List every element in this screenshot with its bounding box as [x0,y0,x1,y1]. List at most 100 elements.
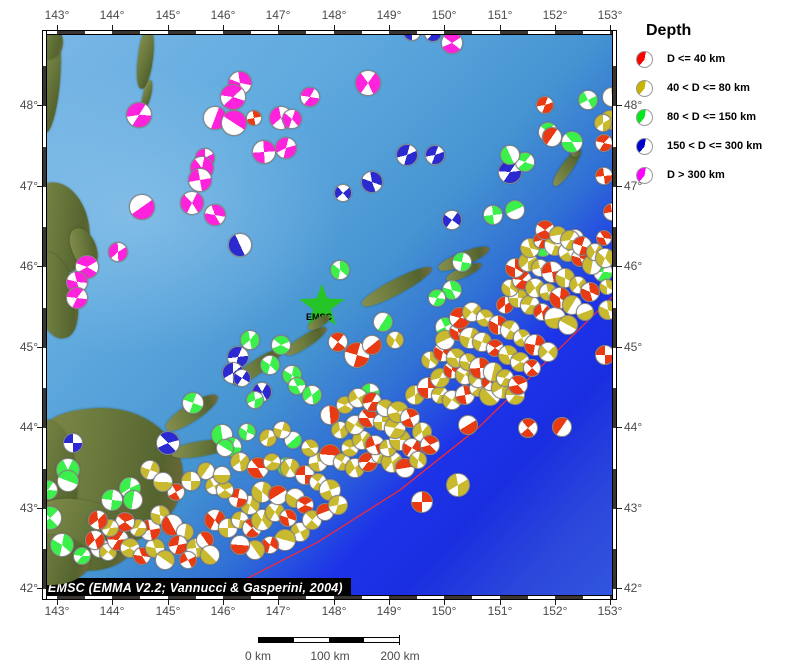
focal-mechanism-marker[interactable] [580,282,600,302]
focal-mechanism-marker[interactable] [411,491,433,513]
focal-mechanism-marker[interactable] [123,490,143,510]
focal-mechanism-marker[interactable] [156,431,180,455]
focal-mechanism-marker[interactable] [271,335,291,355]
focal-mechanism-marker[interactable] [73,547,91,565]
focal-mechanism-marker[interactable] [260,355,280,375]
focal-mechanism-marker[interactable] [216,439,234,457]
focal-mechanism-marker[interactable] [558,315,578,335]
focal-mechanism-marker[interactable] [508,375,528,395]
focal-mechanism-marker[interactable] [536,96,554,114]
focal-mechanism-marker[interactable] [129,194,155,220]
focal-mechanism-marker[interactable] [446,473,470,497]
lon-label-bottom: 144° [99,604,125,618]
frame-left [42,30,47,600]
focal-mechanism-marker[interactable] [213,466,231,484]
focal-mechanism-marker[interactable] [153,472,173,492]
focal-mechanism-marker[interactable] [355,70,381,96]
focal-mechanism-marker[interactable] [238,423,256,441]
focal-mechanism-marker[interactable] [220,84,246,110]
focal-mechanism-marker[interactable] [200,545,220,565]
focal-mechanism-marker[interactable] [167,483,185,501]
focal-mechanism-marker[interactable] [328,332,348,352]
focal-mechanism-marker[interactable] [428,289,446,307]
focal-mechanism-marker[interactable] [594,114,612,132]
legend-row-depth-80-150: 80 < D <= 150 km [636,108,790,126]
focal-mechanism-marker[interactable] [273,421,291,439]
focal-mechanism-marker[interactable] [230,535,250,555]
focal-mechanism-marker[interactable] [386,331,404,349]
focal-mechanism-marker[interactable] [263,453,281,471]
focal-mechanism-marker[interactable] [180,191,204,215]
focal-mechanism-marker[interactable] [596,230,612,246]
focal-mechanism-marker[interactable] [282,109,302,129]
focal-mechanism-marker[interactable] [233,369,251,387]
focal-mechanism-marker[interactable] [523,359,541,377]
focal-mechanism-marker[interactable] [228,233,252,257]
focal-mechanism-marker[interactable] [561,131,583,153]
focal-mechanism-marker[interactable] [505,200,525,220]
focal-mechanism-marker[interactable] [301,439,319,457]
focal-mechanism-marker[interactable] [259,429,277,447]
tick-left [37,266,42,267]
focal-mechanism-marker[interactable] [181,471,201,491]
attribution-banner: EMSC (EMMA V2.2; Vannucci & Gasperini, 2… [42,578,351,599]
focal-mechanism-marker[interactable] [108,242,128,262]
focal-mechanism-marker[interactable] [420,435,440,455]
focal-mechanism-marker[interactable] [518,418,538,438]
lon-label-top: 153° [597,8,623,22]
focal-mechanism-marker[interactable] [552,417,572,437]
focal-mechanism-marker[interactable] [302,385,322,405]
focal-mechanism-marker[interactable] [66,287,88,309]
focal-mechanism-marker[interactable] [57,470,79,492]
focal-mechanism-marker[interactable] [155,550,175,570]
focal-mechanism-marker[interactable] [240,330,260,350]
lat-label-right: 42° [624,581,643,595]
focal-mechanism-marker[interactable] [42,506,62,530]
focal-mechanism-marker[interactable] [320,405,340,425]
focal-mechanism-marker[interactable] [279,509,297,527]
focal-mechanism-marker[interactable] [396,144,418,166]
focal-mechanism-marker[interactable] [204,204,226,226]
focal-mechanism-marker[interactable] [246,391,264,409]
focal-mechanism-marker[interactable] [361,171,383,193]
focal-mechanism-marker[interactable] [409,451,427,469]
focal-mechanism-marker[interactable] [452,252,472,272]
frame-segment [168,596,196,599]
focal-mechanism-marker[interactable] [330,260,350,280]
focal-mechanism-marker[interactable] [182,392,204,414]
focal-mechanism-marker[interactable] [595,167,613,185]
lon-label-bottom: 153° [597,604,623,618]
tick-left [37,105,42,106]
focal-mechanism-marker[interactable] [425,145,445,165]
focal-mechanism-marker[interactable] [483,205,503,225]
focal-mechanism-marker[interactable] [441,32,463,54]
focal-mechanism-marker[interactable] [442,210,462,230]
focal-mechanism-marker[interactable] [538,342,558,362]
lon-label-top: 152° [542,8,568,22]
focal-mechanism-marker[interactable] [179,551,197,569]
focal-mechanism-marker[interactable] [221,110,247,136]
focal-mechanism-marker[interactable] [576,303,594,321]
focal-mechanism-marker[interactable] [542,127,562,147]
focal-mechanism-marker[interactable] [188,168,212,192]
focal-mechanism-marker[interactable] [63,433,83,453]
focal-mechanism-marker[interactable] [328,495,348,515]
focal-mechanism-marker[interactable] [578,90,598,110]
focal-mechanism-marker[interactable] [88,510,108,530]
focal-mechanism-marker[interactable] [595,134,613,152]
focal-mechanism-marker[interactable] [500,145,520,165]
focal-mechanism-marker[interactable] [126,102,152,128]
focal-mechanism-marker[interactable] [246,110,262,126]
focal-mechanism-marker[interactable] [85,530,105,550]
focal-mechanism-marker[interactable] [373,312,393,332]
focal-mechanism-marker[interactable] [300,87,320,107]
map-canvas[interactable]: EMSC EMSC (EMMA V2.2; Vannucci & Gasperi… [42,30,617,600]
focal-mechanism-marker[interactable] [275,137,297,159]
focal-mechanism-marker[interactable] [334,184,352,202]
focal-mechanism-marker[interactable] [362,335,382,355]
focal-mechanism-marker[interactable] [252,140,276,164]
focal-mechanism-marker[interactable] [101,489,123,511]
focal-mechanism-marker[interactable] [458,415,478,435]
focal-mechanism-marker[interactable] [50,533,74,557]
